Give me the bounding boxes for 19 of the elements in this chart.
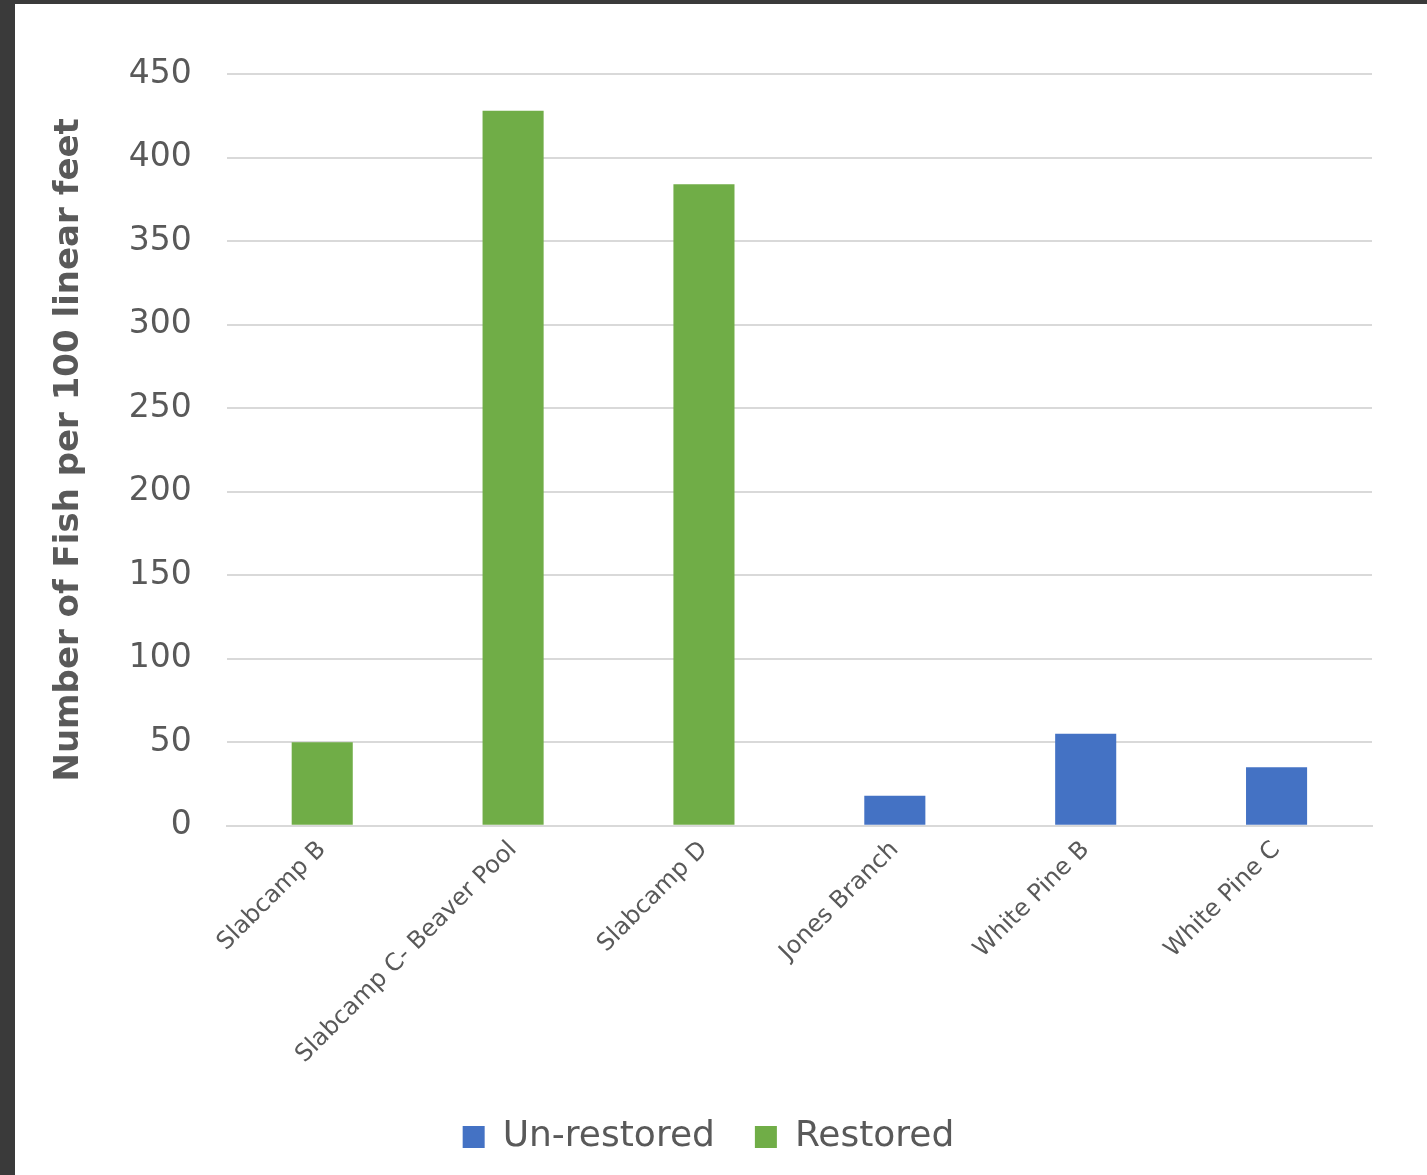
bar bbox=[482, 110, 544, 825]
legend-label: Un-restored bbox=[502, 1113, 715, 1155]
bar bbox=[864, 795, 926, 825]
bar bbox=[1055, 733, 1117, 825]
legend-label: Restored bbox=[794, 1113, 955, 1155]
y-tick-label: 300 bbox=[128, 302, 192, 342]
y-tick-label: 400 bbox=[128, 135, 192, 175]
y-tick-label: 100 bbox=[128, 636, 192, 676]
bar bbox=[673, 184, 735, 825]
y-tick-label: 150 bbox=[128, 552, 192, 592]
y-tick-label: 0 bbox=[170, 803, 192, 843]
y-axis-title: Number of Fish per 100 linear feet bbox=[46, 118, 87, 782]
y-tick-label: 450 bbox=[128, 51, 192, 91]
y-tick-label: 200 bbox=[128, 469, 192, 509]
bar bbox=[291, 742, 353, 825]
y-tick-label: 50 bbox=[149, 719, 192, 759]
y-tick-label: 250 bbox=[128, 385, 192, 425]
bar bbox=[1246, 767, 1308, 825]
y-tick-label: 350 bbox=[128, 218, 192, 258]
